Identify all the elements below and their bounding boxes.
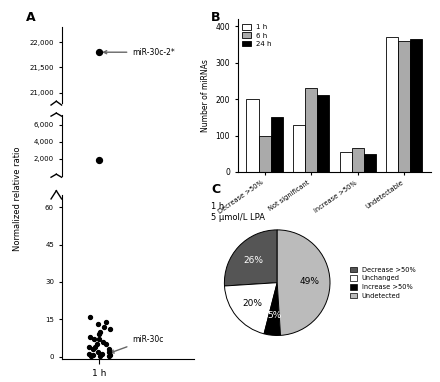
Bar (271, 117, 283, 172)
Legend: Decrease >50%, Unchanged, Increase >50%, Undetected: Decrease >50%, Unchanged, Increase >50%,… (349, 266, 416, 299)
Bar (293, 125, 305, 172)
Point (85, 351, 92, 357)
Point (96, 331, 103, 337)
Point (91, 343, 98, 350)
Text: C: C (211, 183, 220, 196)
Bar (259, 136, 271, 172)
Point (106, 352, 113, 358)
Bar (386, 37, 398, 172)
Point (96, 49, 103, 55)
Text: 49%: 49% (300, 277, 320, 286)
Point (106, 348, 113, 354)
Bar (246, 99, 259, 172)
Wedge shape (224, 230, 277, 286)
Text: Normalized relative ratio: Normalized relative ratio (13, 146, 22, 251)
Point (105, 346, 112, 352)
Text: 1 h
5 μmol/L LPA: 1 h 5 μmol/L LPA (211, 202, 265, 222)
Point (96, 336, 103, 342)
Text: miR-30c: miR-30c (111, 335, 164, 353)
Point (89, 346, 96, 352)
Bar (352, 148, 364, 172)
Point (97, 353, 104, 359)
Bar (340, 152, 352, 172)
Point (86, 314, 93, 320)
Point (100, 338, 107, 345)
Point (98, 351, 105, 357)
Point (93, 341, 100, 347)
Text: miR-30c-2*: miR-30c-2* (104, 48, 175, 57)
Point (91, 336, 98, 342)
Bar (410, 39, 422, 172)
Point (97, 329, 104, 335)
Point (102, 319, 109, 325)
Bar (305, 88, 317, 172)
Point (96, 157, 103, 163)
Wedge shape (277, 230, 330, 335)
Point (105, 353, 112, 359)
Point (86, 333, 93, 340)
Legend: 1 h, 6 h, 24 h: 1 h, 6 h, 24 h (241, 23, 273, 49)
Bar (398, 41, 410, 172)
Y-axis label: Number of miRNAs: Number of miRNAs (201, 59, 210, 132)
Point (103, 341, 110, 347)
Wedge shape (224, 283, 277, 334)
Text: 20%: 20% (242, 299, 262, 308)
Point (95, 321, 102, 327)
Bar (364, 154, 376, 172)
Text: B: B (211, 11, 221, 24)
Text: 5%: 5% (267, 311, 281, 320)
Point (101, 324, 108, 330)
Wedge shape (264, 283, 281, 335)
Text: A: A (26, 11, 36, 24)
Point (95, 348, 102, 354)
Point (106, 326, 114, 332)
Text: 26%: 26% (243, 256, 263, 265)
Bar (317, 96, 329, 172)
Point (90, 352, 97, 358)
Point (86, 343, 93, 350)
Point (88, 353, 95, 359)
